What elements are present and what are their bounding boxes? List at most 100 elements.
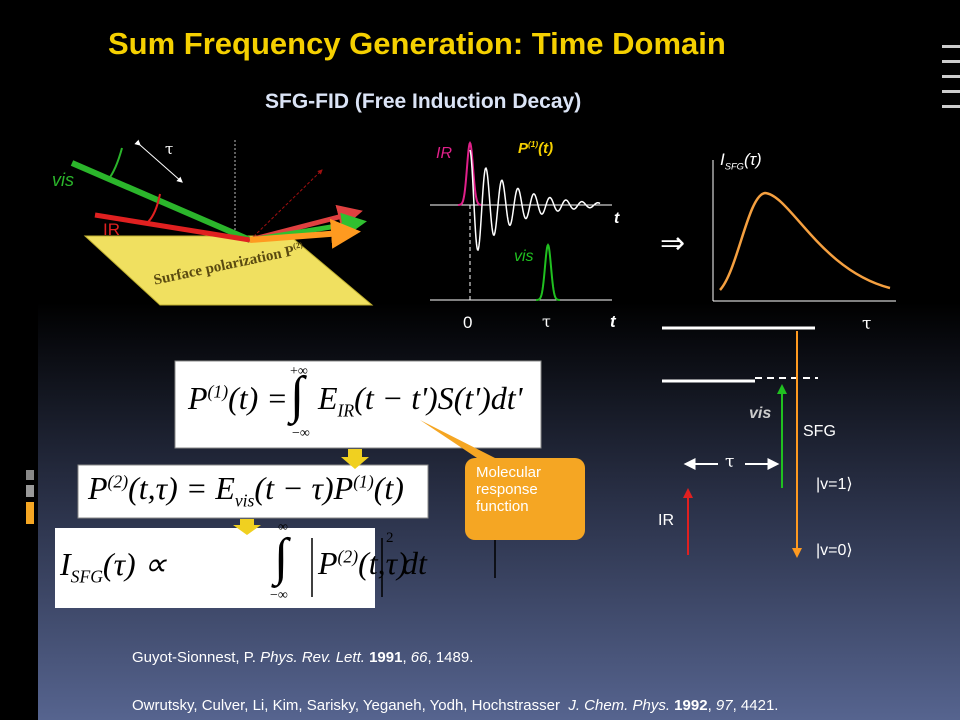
label: |v=0⟩ (816, 542, 853, 559)
shape (942, 75, 960, 78)
callout: Molecular response function (476, 464, 541, 515)
shape (420, 420, 495, 458)
eq-text: (τ) ∝ (102, 546, 167, 582)
label: P(1)(t) (518, 140, 553, 157)
ref-part: Owrutsky, Culver, Li, Kim, Sarisky, Yega… (132, 697, 569, 714)
shape (26, 470, 34, 480)
decor (26, 45, 960, 524)
equation-frames (55, 360, 585, 608)
equation: P(2)(t,τ) = Evis(t − τ)P(1)(t) (88, 470, 404, 511)
shape (249, 218, 361, 249)
equation: P(2)(t,τ) (318, 545, 408, 582)
label: IR (658, 512, 674, 529)
shape (174, 360, 542, 449)
ref-part: , (402, 649, 411, 666)
ref-part: , (707, 697, 716, 714)
shape (942, 60, 960, 63)
callout-line: Molecular (476, 464, 542, 481)
callout-line: function (476, 498, 529, 515)
shape (465, 458, 585, 540)
reference: Owrutsky, Culver, Li, Kim, Sarisky, Yega… (132, 694, 778, 718)
eq-text: P (88, 470, 108, 506)
shape (147, 193, 161, 223)
ref-part: , 4421. (732, 697, 779, 714)
eq-text: 2 (386, 530, 394, 546)
eq-text: (2) (107, 471, 129, 492)
eq-text: +∞ (290, 364, 308, 379)
eq-text: (1) (353, 471, 374, 492)
eq-text: SFG (70, 566, 103, 587)
eq-text: ∫ (274, 529, 289, 586)
ref-part: , 1489. (427, 649, 474, 666)
eq-text: (1) (207, 381, 229, 402)
label: (1) (528, 140, 539, 149)
eq-text: (t) = (228, 380, 288, 416)
label: τ (165, 140, 174, 158)
ref-part: Guyot-Sionnest, P. (132, 649, 261, 666)
eq-text: dt (402, 545, 427, 581)
eq-text: (t,τ) (358, 545, 408, 581)
label: |v=1⟩ (816, 476, 853, 493)
shape (249, 169, 323, 241)
label: 0 (463, 313, 473, 332)
shape (94, 212, 251, 243)
equation: ISFG(τ) ∝ (60, 545, 167, 587)
eq-text: (t − τ)P (254, 470, 354, 506)
ref-part: J. Chem. Phys. (568, 697, 671, 714)
label: τ (542, 312, 551, 331)
time-plot (430, 141, 612, 301)
shape (719, 191, 891, 291)
eq-text: ∫ (290, 367, 305, 424)
label: (2) (292, 240, 304, 252)
label: t (610, 312, 616, 331)
eq-text: E (318, 380, 338, 416)
references: Guyot-Sionnest, P. Phys. Rev. Lett. 1991… (132, 622, 778, 720)
decay (469, 149, 601, 252)
shape (942, 90, 960, 93)
eq-text: ∞ (278, 520, 288, 535)
shape (942, 45, 960, 48)
shape (134, 139, 183, 183)
implies: ⇒ (660, 226, 686, 261)
shape (26, 502, 34, 524)
label: I (720, 150, 725, 169)
eq-text: P (188, 380, 208, 416)
energy-levels (662, 326, 818, 558)
label: τ (862, 314, 872, 334)
ref-part: 1992 (670, 697, 708, 714)
ref-part: 1991 (364, 649, 403, 666)
label: τ (725, 452, 735, 472)
shape (942, 105, 960, 108)
eq-text: vis (234, 490, 255, 511)
subtitle: SFG-FID (Free Induction Decay) (265, 90, 582, 113)
title: Sum Frequency Generation: Time Domain (108, 26, 726, 61)
eq-text: (2) (337, 546, 359, 567)
shape (107, 147, 123, 181)
eq-text: −∞ (292, 426, 310, 441)
shape (70, 160, 252, 243)
label: P (518, 140, 529, 157)
ir-pulse (457, 141, 483, 206)
label: (t) (538, 140, 554, 157)
equation: EIR(t − t')S(t')dt' (318, 380, 522, 421)
eq-text: P (318, 545, 338, 581)
eq-text: I (60, 546, 71, 582)
shape (341, 449, 369, 469)
label: ISFG(τ) (720, 150, 762, 171)
shape (26, 485, 34, 497)
equation: P(1)(t) = (188, 380, 288, 417)
eq-text: (t,τ) = E (128, 470, 235, 506)
callout-line: response (476, 481, 538, 498)
label: SFG (724, 161, 744, 172)
eq-text: IR (337, 400, 355, 421)
label: vis (749, 405, 772, 422)
eq-text: −∞ (270, 588, 288, 603)
label: SFG (803, 423, 836, 440)
vis-pulse (535, 243, 561, 301)
label: vis (52, 170, 74, 190)
geometry-diagram (70, 139, 374, 306)
eq-text: (t − t')S(t')dt' (354, 380, 523, 416)
ref-part: Phys. Rev. Lett. (260, 649, 365, 666)
